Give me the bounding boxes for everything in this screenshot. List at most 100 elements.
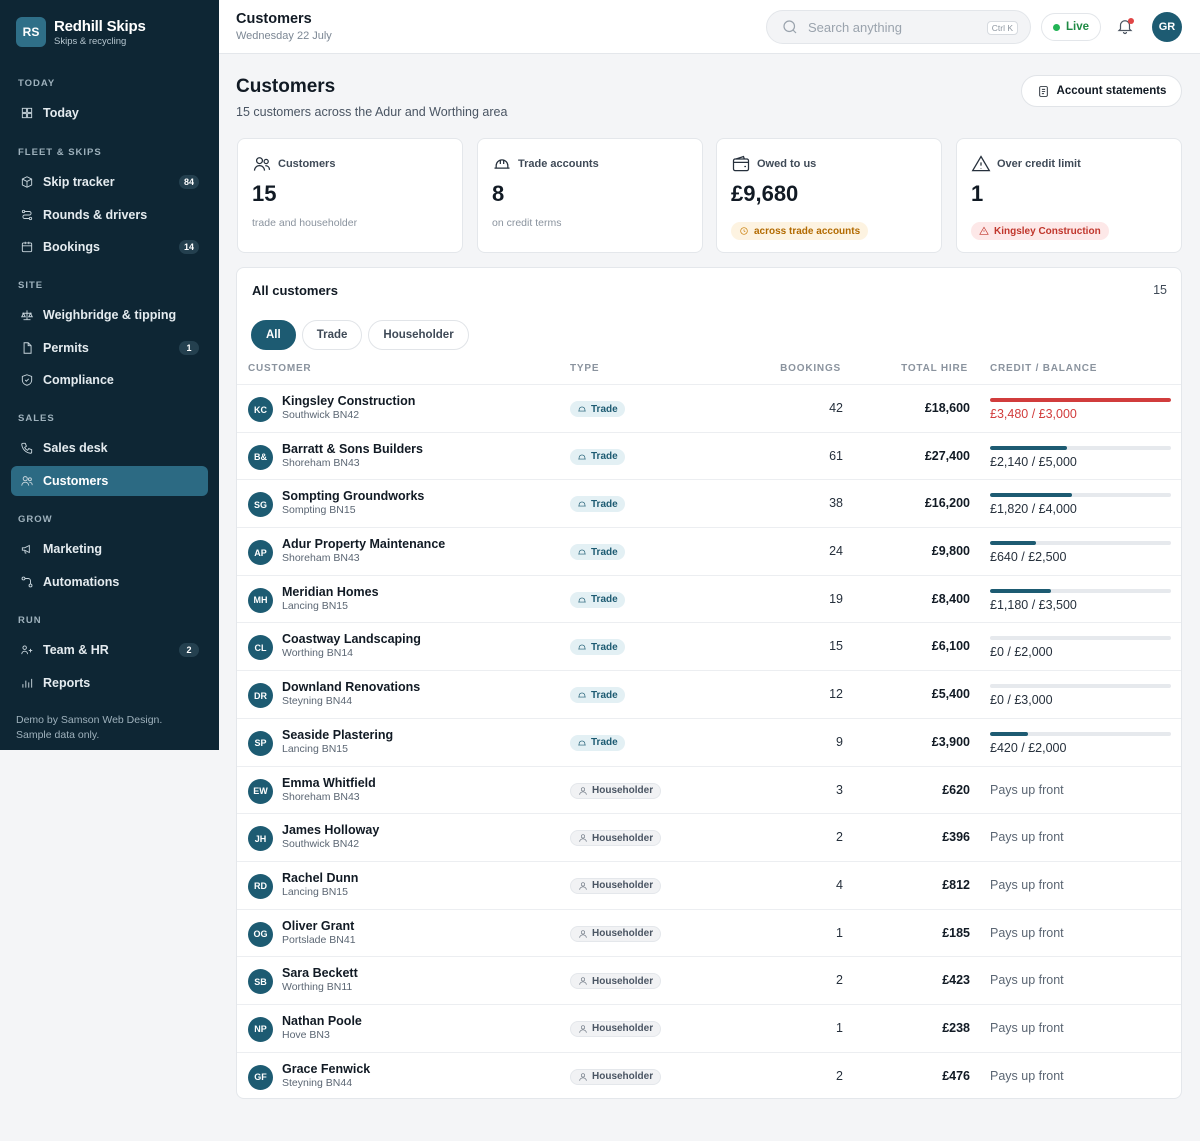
customer-name[interactable]: Sompting Groundworks (282, 489, 425, 504)
megaphone-icon (21, 544, 30, 554)
customer-avatar: SP (248, 730, 273, 756)
filter-all[interactable]: All (251, 320, 296, 350)
brand[interactable]: RS Redhill Skips Skips & recycling (16, 17, 146, 47)
customer-name[interactable]: Coastway Landscaping (282, 632, 421, 647)
type-badge: Householder (570, 1020, 662, 1037)
sidebar-item-weighbridge-and-tipping[interactable]: Weighbridge & tipping (11, 300, 208, 330)
table-row[interactable]: NP Nathan Poole Hove BN3 Householder 1 £238 Pa… (237, 1003, 1181, 1052)
sidebar-footer: Demo by Samson Web Design. Sample data o… (16, 713, 162, 743)
column-header-credit-balance[interactable]: CREDIT / BALANCE (990, 363, 1098, 374)
customer-avatar: GF (248, 1064, 273, 1090)
search-bar[interactable]: Ctrl K (766, 10, 1031, 44)
customer-location: Lancing BN15 (282, 885, 348, 898)
table-row[interactable]: OG Oliver Grant Portslade BN41 Householder 1… (237, 908, 1181, 957)
filter-trade[interactable]: Trade (301, 320, 363, 350)
calendar-icon (21, 241, 33, 253)
total-hire: £27,400 (924, 448, 970, 463)
sidebar-item-rounds-and-drivers[interactable]: Rounds & drivers (11, 200, 208, 230)
table-row[interactable]: CL Coastway Landscaping Worthing BN14 Trade… (237, 622, 1181, 670)
user-avatar[interactable]: GR (1152, 12, 1182, 42)
clock-icon (740, 227, 748, 235)
table-row[interactable]: SG Sompting Groundworks Sompting BN15 Trade… (237, 479, 1181, 527)
sidebar-item-sales-desk[interactable]: Sales desk (11, 433, 208, 463)
bookings-count: 1 (836, 1020, 843, 1035)
customer-avatar: B& (248, 444, 273, 470)
stat-note: trade and householder (252, 217, 358, 229)
customer-name[interactable]: James Holloway (282, 823, 380, 838)
customer-avatar: CL (248, 635, 273, 661)
sidebar-item-customers[interactable]: Customers (11, 465, 208, 496)
table-row[interactable]: MH Meridian Homes Lancing BN15 Trade 19 £8,40… (237, 574, 1181, 623)
column-header-customer[interactable]: CUSTOMER (248, 363, 312, 374)
credit-usage-fill (990, 588, 1051, 593)
customer-name[interactable]: Sara Beckett (282, 966, 358, 981)
alert-icon (979, 226, 989, 235)
person-icon (579, 929, 587, 938)
account-statements-label: Account statements (1056, 85, 1167, 97)
stat-chip[interactable]: Kingsley Construction (971, 222, 1109, 240)
customer-avatar: KC (248, 397, 273, 422)
customer-avatar: JH (248, 826, 273, 852)
sidebar-item-marketing[interactable]: Marketing (11, 534, 208, 564)
total-hire: £6,100 (931, 639, 970, 654)
sidebar-item-team-and-hr[interactable]: Team & HR 2 (11, 635, 208, 665)
customer-name[interactable]: Grace Fenwick (282, 1061, 371, 1076)
type-badge: Trade (570, 544, 625, 561)
user-group-icon (21, 645, 33, 655)
filter-householder[interactable]: Householder (368, 320, 469, 350)
sidebar-item-bookings[interactable]: Bookings 14 (11, 232, 208, 262)
table-row[interactable]: SB Sara Beckett Worthing BN11 Householder 2 £… (237, 956, 1181, 1004)
table-row[interactable]: RD Rachel Dunn Lancing BN15 Householder 4 £81… (237, 860, 1181, 909)
table-row[interactable]: EW Emma Whitfield Shoreham BN43 Householder… (237, 765, 1181, 814)
type-label: Trade (591, 546, 618, 558)
credit-usage-bar (990, 398, 1171, 402)
customer-name[interactable]: Oliver Grant (282, 918, 355, 933)
sidebar-item-compliance[interactable]: Compliance (11, 365, 208, 395)
notifications-button[interactable] (1116, 17, 1136, 37)
live-status-button[interactable]: Live (1041, 13, 1102, 41)
table-row[interactable]: AP Adur Property Maintenance Shoreham BN43… (237, 527, 1181, 575)
search-input[interactable] (808, 19, 968, 35)
sidebar-item-permits[interactable]: Permits 1 (11, 333, 208, 363)
customer-name[interactable]: Kingsley Construction (282, 394, 416, 408)
customer-avatar: RD (248, 873, 273, 899)
table-row[interactable]: KC Kingsley Construction Southwick BN42 Tra… (237, 384, 1181, 432)
account-statements-button[interactable]: Account statements (1021, 75, 1182, 107)
customer-name[interactable]: Barratt & Sons Builders (282, 441, 424, 456)
column-header-bookings[interactable]: BOOKINGS (780, 363, 841, 374)
bar-chart-icon (22, 678, 33, 688)
table-row[interactable]: DR Downland Renovations Steyning BN44 Trade… (237, 670, 1181, 718)
type-badge: Trade (570, 591, 625, 608)
sidebar-item-today[interactable]: Today (11, 98, 208, 128)
bookings-count: 4 (836, 877, 843, 892)
column-header-type[interactable]: TYPE (570, 363, 600, 374)
customer-name[interactable]: Emma Whitfield (282, 775, 376, 790)
total-hire: £8,400 (931, 591, 970, 606)
table-row[interactable]: GF Grace Fenwick Steyning BN44 Householder 2… (237, 1051, 1181, 1098)
table-row[interactable]: SP Seaside Plastering Lancing BN15 Trade 9 £3… (237, 717, 1181, 766)
page-subtitle: 15 customers across the Adur and Worthin… (236, 105, 508, 119)
stat-chip[interactable]: across trade accounts (731, 222, 869, 240)
customer-name[interactable]: Meridian Homes (282, 584, 379, 599)
sidebar-item-skip-tracker[interactable]: Skip tracker 84 (11, 167, 208, 197)
credit-balance: £0 / £2,000 (990, 645, 1053, 660)
sidebar-item-automations[interactable]: Automations (11, 567, 208, 597)
sidebar-item-badge: 2 (179, 643, 199, 657)
customer-name[interactable]: Nathan Poole (282, 1013, 362, 1028)
type-badge: Trade (570, 639, 625, 656)
type-label: Householder (592, 832, 654, 844)
customer-name[interactable]: Seaside Plastering (282, 727, 394, 742)
customer-name[interactable]: Rachel Dunn (282, 870, 359, 885)
customer-avatar: NP (248, 1016, 273, 1042)
credit-balance: £1,820 / £4,000 (990, 502, 1077, 517)
customer-name[interactable]: Downland Renovations (282, 680, 421, 695)
sidebar-item-label: Customers (43, 473, 109, 488)
credit-balance: £640 / £2,500 (990, 550, 1067, 565)
credit-balance: Pays up front (990, 1068, 1064, 1083)
table-row[interactable]: JH James Holloway Southwick BN42 Householde… (237, 813, 1181, 861)
sidebar-item-reports[interactable]: Reports (11, 668, 208, 698)
table-row[interactable]: B& Barratt & Sons Builders Shoreham BN43 Tr… (237, 431, 1181, 480)
column-header-total-hire[interactable]: TOTAL HIRE (901, 363, 968, 374)
type-badge: Trade (570, 496, 625, 513)
customer-name[interactable]: Adur Property Maintenance (282, 537, 446, 552)
